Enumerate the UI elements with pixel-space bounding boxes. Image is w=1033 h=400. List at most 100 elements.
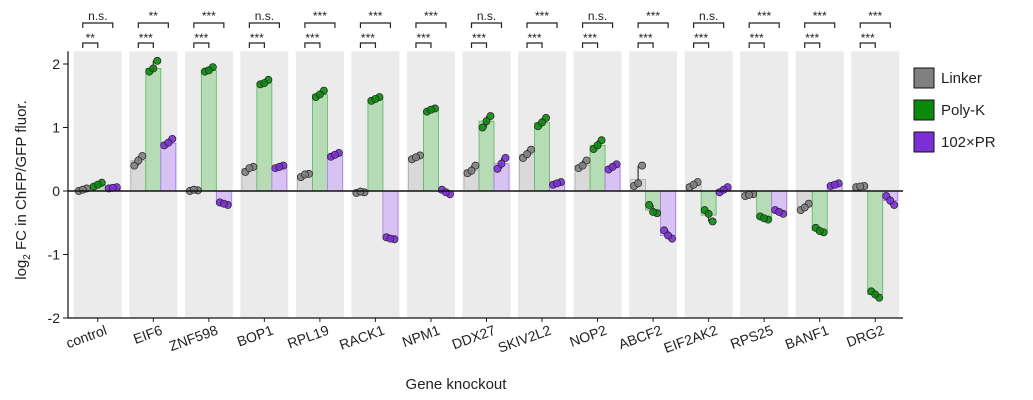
significance-label-top: ***	[202, 9, 216, 23]
x-tick-label: EIF6	[131, 322, 164, 347]
significance-label-top: n.s.	[255, 9, 274, 23]
category-panel	[740, 51, 789, 319]
data-point	[478, 123, 487, 132]
significance-bracket-bottom	[304, 42, 321, 48]
significance-bracket-top	[359, 22, 392, 28]
significance-label-top: ***	[813, 9, 827, 23]
significance-bracket-top	[804, 22, 836, 28]
x-tick-label: RPS25	[728, 322, 775, 352]
significance-label-bottom: **	[86, 31, 96, 45]
x-tick-label: DDX27	[450, 322, 498, 353]
y-tick-label: 0	[52, 183, 60, 199]
data-points	[74, 56, 899, 302]
significance-bracket-top	[526, 22, 558, 28]
data-point	[189, 185, 198, 194]
bar	[867, 190, 884, 295]
bar	[160, 142, 177, 192]
significance-label-bottom: ***	[750, 31, 764, 45]
data-point	[704, 209, 713, 218]
significance-label-bottom: ***	[639, 31, 653, 45]
x-tick-label: BANF1	[783, 322, 831, 353]
significance-bracket-bottom	[415, 42, 432, 48]
significance-bracket-top	[137, 22, 169, 28]
significance-bracket-bottom	[82, 42, 99, 48]
x-tick-label: NPM1	[400, 322, 442, 350]
significance-label-bottom: ***	[472, 31, 486, 45]
y-axis-label-rest: FC in ChFP/GFP fluor.	[13, 100, 30, 254]
data-point	[412, 153, 420, 162]
data-point	[745, 190, 754, 199]
significance-label-bottom: ***	[528, 31, 542, 45]
y-tick-label: -1	[48, 247, 61, 263]
data-point	[78, 185, 87, 194]
data-point	[708, 217, 717, 226]
significance-label-top: ***	[757, 9, 771, 23]
data-point	[497, 159, 506, 168]
significance-label-bottom: ***	[305, 31, 319, 45]
significance-label-bottom: ***	[694, 31, 708, 45]
significance-label-top: n.s.	[588, 9, 607, 23]
bar	[478, 120, 495, 192]
data-point	[300, 170, 309, 179]
data-point	[638, 161, 647, 170]
data-point	[427, 105, 435, 114]
significance-label-top: n.s.	[699, 9, 718, 23]
significance-bracket-bottom	[193, 42, 210, 48]
significance-label-top: ***	[313, 9, 327, 23]
y-axis-label: log2 FC in ChFP/GFP fluor.	[13, 100, 33, 280]
data-point	[204, 66, 213, 75]
legend-swatch	[913, 131, 935, 153]
significance-bracket-top	[470, 22, 503, 28]
bar	[311, 94, 328, 192]
significance-bracket-top	[304, 22, 336, 28]
y-axis-label-log: log	[13, 260, 30, 280]
data-point	[330, 150, 339, 159]
x-tick-label: control	[64, 322, 109, 351]
data-point	[760, 214, 769, 223]
x-tick-label: BOP1	[235, 322, 276, 350]
data-point	[719, 185, 728, 194]
data-point	[593, 141, 602, 150]
data-point	[871, 290, 880, 299]
significance-bracket-bottom	[526, 42, 543, 48]
bar	[382, 190, 399, 240]
data-point	[442, 188, 450, 197]
significance-bracket-top	[693, 22, 725, 28]
significance-label-top: ***	[368, 9, 382, 23]
data-point	[775, 208, 784, 216]
x-tick-label: RACK1	[337, 322, 387, 353]
legend: Linker Poly-K 102×PR	[913, 67, 996, 153]
significance-label-bottom: ***	[805, 31, 819, 45]
data-point	[608, 162, 617, 171]
significance-bracket-top	[637, 22, 669, 28]
significance-brackets: n.s.*************n.s.*******************…	[82, 9, 891, 48]
x-tick-label: EIF2AK2	[662, 322, 720, 356]
legend-label: 102×PR	[941, 134, 996, 151]
data-point	[689, 180, 698, 189]
data-point	[501, 154, 510, 162]
data-point	[134, 156, 143, 165]
bar	[367, 98, 384, 192]
significance-label-top: **	[149, 9, 159, 23]
significance-bracket-top	[248, 22, 280, 28]
significance-bracket-bottom	[859, 42, 876, 48]
data-point	[886, 196, 895, 205]
significance-bracket-bottom	[748, 42, 765, 48]
y-tick-label: 2	[52, 56, 60, 72]
legend-swatch	[913, 67, 935, 89]
data-point	[553, 179, 561, 188]
data-point	[578, 161, 587, 170]
x-tick-label: RPL19	[285, 322, 331, 352]
x-tick-label: DRG2	[844, 322, 886, 350]
significance-bracket-top	[415, 22, 447, 28]
data-point	[371, 94, 380, 103]
y-tick-label: -2	[48, 310, 61, 326]
data-point	[856, 182, 865, 191]
bar	[423, 109, 439, 192]
data-point	[245, 164, 254, 173]
significance-label-bottom: ***	[194, 31, 208, 45]
significance-bracket-bottom	[248, 42, 265, 48]
significance-bracket-bottom	[637, 42, 654, 48]
significance-bracket-bottom	[581, 42, 599, 48]
